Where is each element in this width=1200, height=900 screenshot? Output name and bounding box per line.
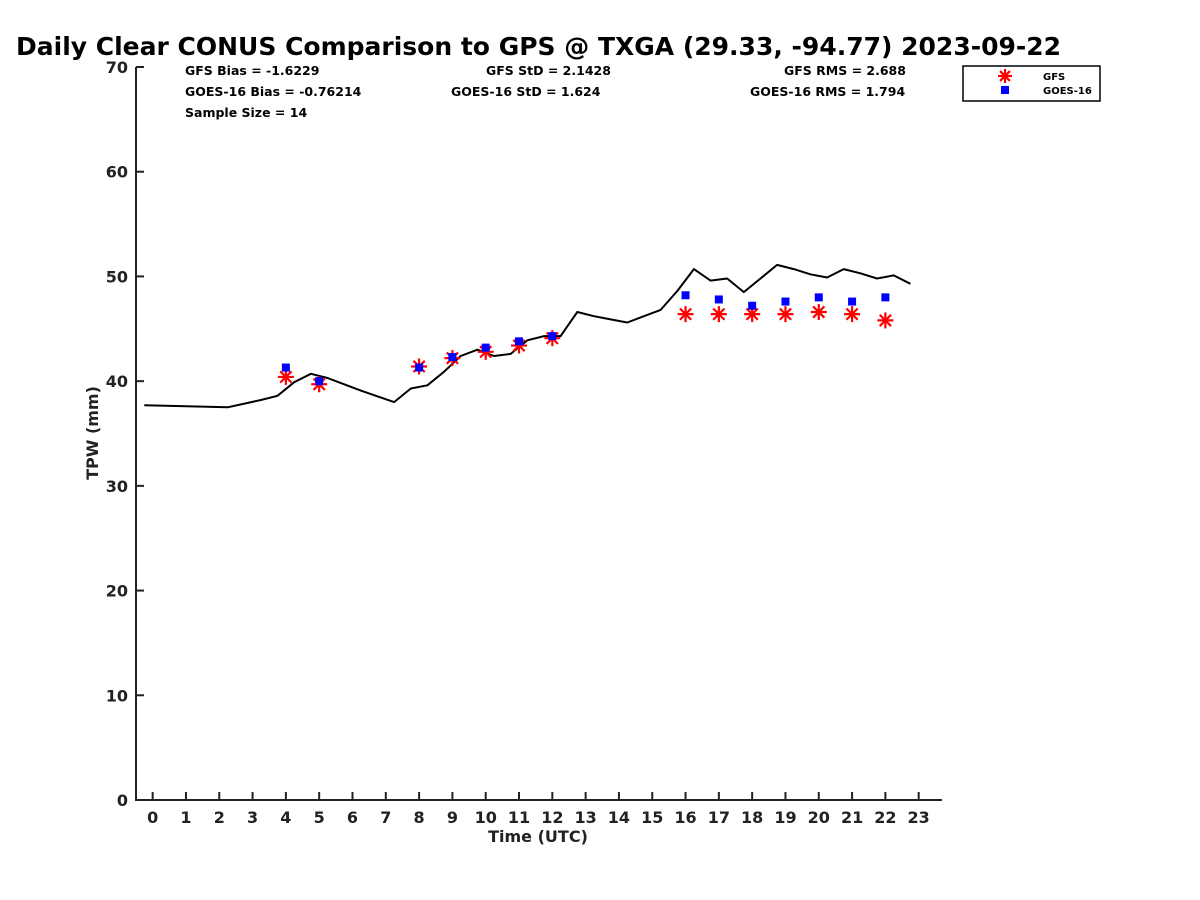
x-tick-label: 12 [541, 808, 563, 827]
gfs-point [877, 312, 894, 329]
goes16-point [748, 301, 757, 310]
legend-items: GFS GOES-16 [998, 69, 1092, 97]
goes16-point [448, 353, 457, 362]
y-tick-label: 40 [106, 372, 128, 391]
x-tick-label: 14 [608, 808, 630, 827]
goes16-point [781, 297, 790, 306]
x-axis-ticks: 0 1 2 3 4 5 6 7 8 9 10 11 12 13 14 15 16 17 18 19 20 21 22 23 [147, 792, 930, 827]
x-tick-label: 20 [808, 808, 830, 827]
x-tick-label: 19 [774, 808, 796, 827]
stat-0-1: GFS StD = 2.1428 [486, 63, 611, 78]
legend: GFS GOES-16 [962, 65, 1101, 102]
x-axis-label: Time (UTC) [488, 827, 588, 846]
x-tick-label: 11 [508, 808, 530, 827]
x-tick-label: 4 [280, 808, 291, 827]
y-tick-label: 70 [106, 58, 128, 77]
x-tick-label: 21 [841, 808, 863, 827]
stat-1-0: GOES-16 Bias = -0.76214 [185, 84, 362, 99]
gfs-point [844, 306, 861, 323]
y-axis-label: TPW (mm) [83, 386, 102, 480]
goes16-point [814, 293, 823, 302]
marker-layer [277, 291, 894, 393]
goes16-point [415, 363, 424, 372]
stats-block: GFS Bias = -1.6229 GFS StD = 2.1428 GFS RM… [185, 63, 906, 120]
x-tick-label: 23 [908, 808, 930, 827]
y-tick-label: 0 [117, 791, 128, 810]
goes16-point [315, 377, 324, 386]
legend-box [962, 65, 1101, 102]
y-axis-ticks: 0 10 20 30 40 50 60 70 [106, 58, 144, 810]
gfs-point [677, 306, 694, 323]
x-tick-label: 13 [574, 808, 596, 827]
y-tick-label: 50 [106, 267, 128, 286]
x-tick-label: 7 [380, 808, 391, 827]
y-tick-label: 30 [106, 477, 128, 496]
x-tick-label: 8 [414, 808, 425, 827]
stat-1-1: GOES-16 StD = 1.624 [451, 84, 601, 99]
legend-gfs-marker [998, 69, 1012, 83]
x-tick-label: 2 [214, 808, 225, 827]
y-tick-label: 20 [106, 582, 128, 601]
goes16-point [714, 295, 723, 304]
goes16-point [848, 297, 857, 306]
legend-goes16-marker [1001, 86, 1009, 94]
chart-title: Daily Clear CONUS Comparison to GPS @ TX… [16, 32, 1061, 61]
stat-0-2: GFS RMS = 2.688 [784, 63, 906, 78]
x-tick-label: 18 [741, 808, 763, 827]
x-tick-label: 1 [180, 808, 191, 827]
legend-label: GOES-16 [1043, 86, 1092, 97]
x-tick-label: 3 [247, 808, 258, 827]
goes16-point [515, 337, 524, 346]
legend-label: GFS [1043, 72, 1065, 83]
gfs-point [777, 306, 794, 323]
gps-line [144, 263, 911, 409]
x-tick-label: 16 [674, 808, 696, 827]
y-tick-label: 10 [106, 686, 128, 705]
x-tick-label: 17 [708, 808, 730, 827]
x-tick-label: 0 [147, 808, 158, 827]
x-tick-label: 22 [874, 808, 896, 827]
goes16-point [681, 291, 690, 300]
goes16-point [548, 332, 557, 341]
y-tick-label: 60 [106, 163, 128, 182]
x-tick-label: 15 [641, 808, 663, 827]
stat-2-0: Sample Size = 14 [185, 105, 307, 120]
gfs-point [277, 368, 294, 385]
x-tick-label: 10 [475, 808, 497, 827]
stat-1-2: GOES-16 RMS = 1.794 [750, 84, 905, 99]
stat-0-0: GFS Bias = -1.6229 [185, 63, 319, 78]
gfs-point [810, 304, 827, 321]
goes16-point [281, 363, 290, 372]
gps-line-layer [144, 263, 911, 409]
x-tick-label: 9 [447, 808, 458, 827]
x-tick-label: 6 [347, 808, 358, 827]
goes16-point [481, 343, 490, 352]
gfs-point [710, 306, 727, 323]
x-tick-label: 5 [314, 808, 325, 827]
goes16-point [881, 293, 890, 302]
